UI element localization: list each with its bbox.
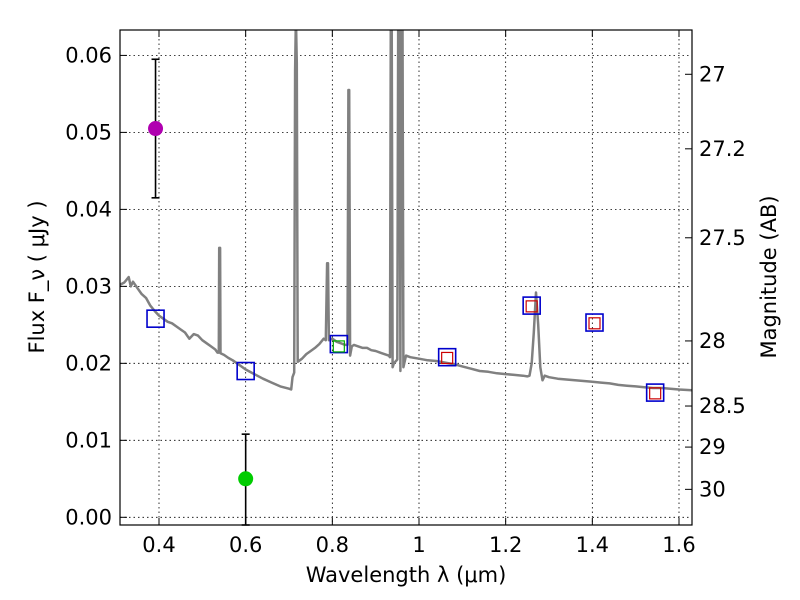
y-right-tick-label: 27 [699,62,726,86]
y-right-tick-label: 29 [699,435,726,459]
observed-flux-square [437,347,457,367]
y-tick-label: 0.01 [65,428,112,452]
template-spectrum-group [120,30,692,392]
y-tick-label: 0.03 [65,274,112,298]
photometry-point [148,121,164,137]
y-axis-label: Flux F_ν ( μJy ) [25,200,50,353]
y-tick-label: 0.05 [65,120,112,144]
y-tick-label: 0.06 [65,43,112,67]
observed-flux-square [585,313,604,332]
observed-flux-square [146,309,165,328]
y-right-tick-label: 28.5 [699,394,746,418]
observed-flux-square [522,296,541,315]
observed-flux-square [236,361,255,381]
y-right-tick-label: 27.5 [699,226,746,250]
plot-frame [119,29,693,526]
x-tick-label: 1 [412,533,425,557]
x-tick-label: 1.6 [662,533,695,557]
x-tick-label: 1.2 [489,533,522,557]
axis-ticks [120,30,692,525]
y-tick-labels: 0.00 0.01 0.02 0.03 0.04 0.05 0.06 [65,43,112,529]
y-tick-label: 0.02 [65,351,112,375]
x-tick-label: 0.6 [229,533,262,557]
y-right-tick-label: 30 [699,477,726,501]
x-axis-label: Wavelength λ (μm) [306,563,507,587]
grid-lines [120,30,692,525]
model-flux-square [525,300,538,313]
x-tick-labels: 0.4 0.6 0.8 1 1.2 1.4 1.6 [142,533,695,557]
y-right-axis-label: Magnitude (AB) [757,195,781,358]
template-spectrum-line [120,30,692,392]
y-right-tick-label: 28 [699,329,726,353]
data-markers [146,121,665,487]
x-tick-label: 1.4 [576,533,609,557]
model-flux-square [649,387,662,400]
model-flux-square [441,351,454,365]
y-right-tick-label: 27.2 [699,137,746,161]
model-flux-square [588,317,601,330]
y-tick-label: 0.00 [65,505,112,529]
x-tick-label: 0.4 [142,533,175,557]
y-tick-label: 0.04 [65,197,112,221]
y-right-tick-labels: 27 27.2 27.5 28 28.5 29 30 [699,62,746,501]
model-flux-square [332,340,345,353]
photometry-point [238,471,254,487]
observed-flux-square [329,334,349,354]
observed-flux-square [645,383,665,402]
x-tick-label: 0.8 [316,533,349,557]
